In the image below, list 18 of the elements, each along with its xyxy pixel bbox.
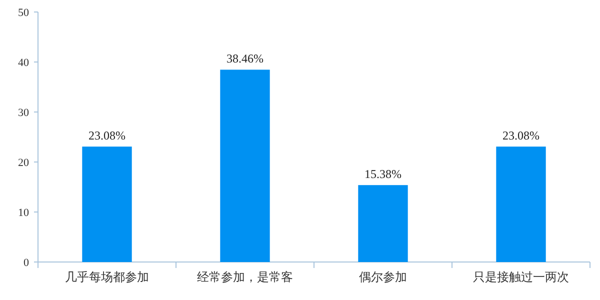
y-tick-label: 0 [24,257,30,269]
x-tick-label: 经常参加，是常客 [197,270,293,284]
bar [220,70,270,262]
bar [358,185,408,262]
y-tick-label: 20 [18,157,30,169]
data-label: 38.46% [226,52,264,66]
data-label: 23.08% [502,128,540,143]
data-label: 23.08% [88,128,126,143]
y-tick-label: 50 [18,7,30,19]
data-label: 15.38% [364,167,402,182]
x-tick-label: 几乎每场都参加 [65,270,149,284]
y-tick-label: 30 [18,107,30,119]
y-tick-label: 40 [18,57,30,69]
bar [82,146,132,262]
y-tick-label: 10 [18,207,30,219]
bar [496,146,546,262]
x-tick-label: 只是接触过一两次 [473,270,569,284]
x-tick-label: 偶尔参加 [359,270,407,284]
